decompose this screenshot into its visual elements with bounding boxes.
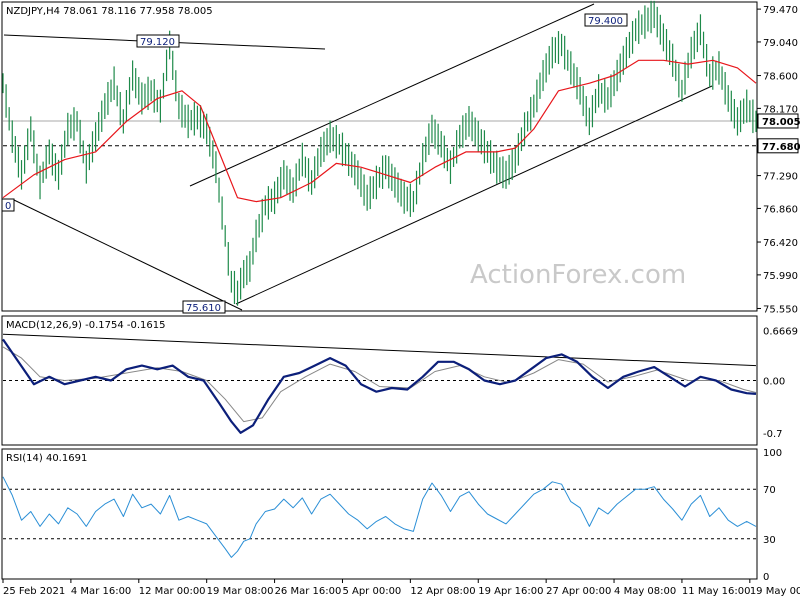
rsi-panel-title: RSI(14) 40.1691	[6, 453, 87, 464]
rsi-tick-label: 100	[763, 448, 782, 459]
x-tick-label: 19 Mar 08:00	[207, 586, 274, 597]
x-tick-label: 26 Mar 16:00	[275, 586, 342, 597]
price-highlight-label: 77.680	[762, 142, 800, 153]
annotation-label: 0	[5, 201, 11, 212]
annotation-label: 79.120	[140, 37, 175, 48]
price-tick-label: 78.600	[763, 72, 798, 83]
price-highlight-label: 78.005	[762, 117, 800, 128]
macd-tick-label: -0.7	[763, 429, 783, 440]
price-tick-label: 76.860	[763, 204, 798, 215]
rsi-tick-label: 70	[763, 485, 776, 496]
rsi-layer: 100 70 30 0	[2, 448, 782, 583]
price-tick-label: 79.470	[763, 5, 798, 16]
annotation-box	[182, 300, 226, 314]
macd-tick-label: 0.6669	[763, 327, 798, 338]
macd-panel-title: MACD(12,26,9) -0.1754 -0.1615	[6, 320, 166, 331]
x-tick-label: 12 Mar 00:00	[139, 586, 206, 597]
macd-signal-line	[2, 346, 757, 423]
annotation-label: 79.400	[588, 16, 623, 27]
x-tick-label: 19 Apr 16:00	[478, 586, 543, 597]
price-tick-label: 75.990	[763, 271, 798, 282]
annotation-box	[1, 198, 15, 212]
x-tick-label: 4 Mar 16:00	[71, 586, 131, 597]
macd-line	[2, 338, 757, 434]
price-panel-frame	[1, 1, 758, 312]
macd-layer: 0.6669 0.00 -0.7	[2, 327, 798, 440]
annotation-box	[136, 34, 180, 48]
price-tick-label: 77.290	[763, 172, 798, 183]
price-highlight-box	[757, 138, 799, 154]
annotation-box	[584, 13, 628, 27]
x-tick-label: 27 Apr 00:00	[546, 586, 611, 597]
price-tick-label: 75.550	[763, 304, 798, 315]
x-tick-label: 5 Apr 00:00	[342, 586, 401, 597]
rsi-tick-label: 30	[763, 535, 776, 546]
x-tick-label: 25 Feb 2021	[3, 586, 65, 597]
price-tick-label: 78.170	[763, 104, 798, 115]
x-tick-label: 12 Apr 08:00	[410, 586, 475, 597]
macd-trendline	[2, 333, 757, 367]
price-panel-title: NZDJPY,H4 78.061 78.116 77.958 78.005	[6, 6, 213, 17]
rsi-line	[2, 476, 757, 558]
price-layer: 79.120 79.400 75.610 0 79.470 79.040 78.600 78.…	[1, 0, 800, 315]
price-tick-label: 76.420	[763, 238, 798, 249]
price-tick-label: 79.040	[763, 38, 798, 49]
macd-tick-label: 0.00	[763, 377, 785, 388]
axis-layer: 25 Feb 2021 4 Mar 16:00 12 Mar 00:00 19 Mar…	[2, 579, 800, 597]
channel-lower-line	[235, 85, 713, 305]
lower-trendline	[13, 199, 243, 311]
rsi-panel-frame	[1, 448, 758, 580]
macd-panel-frame	[1, 315, 758, 446]
x-tick-label: 4 May 08:00	[614, 586, 676, 597]
x-tick-label: 11 May 16:00	[682, 586, 751, 597]
channel-upper-line	[189, 3, 595, 187]
price-highlight-box	[757, 113, 799, 129]
moving-average-line	[2, 59, 757, 203]
watermark: ActionForex.com	[470, 260, 686, 290]
x-tick-label: 19 May 00:00	[750, 586, 800, 597]
annotation-label: 75.610	[186, 303, 221, 314]
rsi-tick-label: 0	[763, 572, 769, 583]
